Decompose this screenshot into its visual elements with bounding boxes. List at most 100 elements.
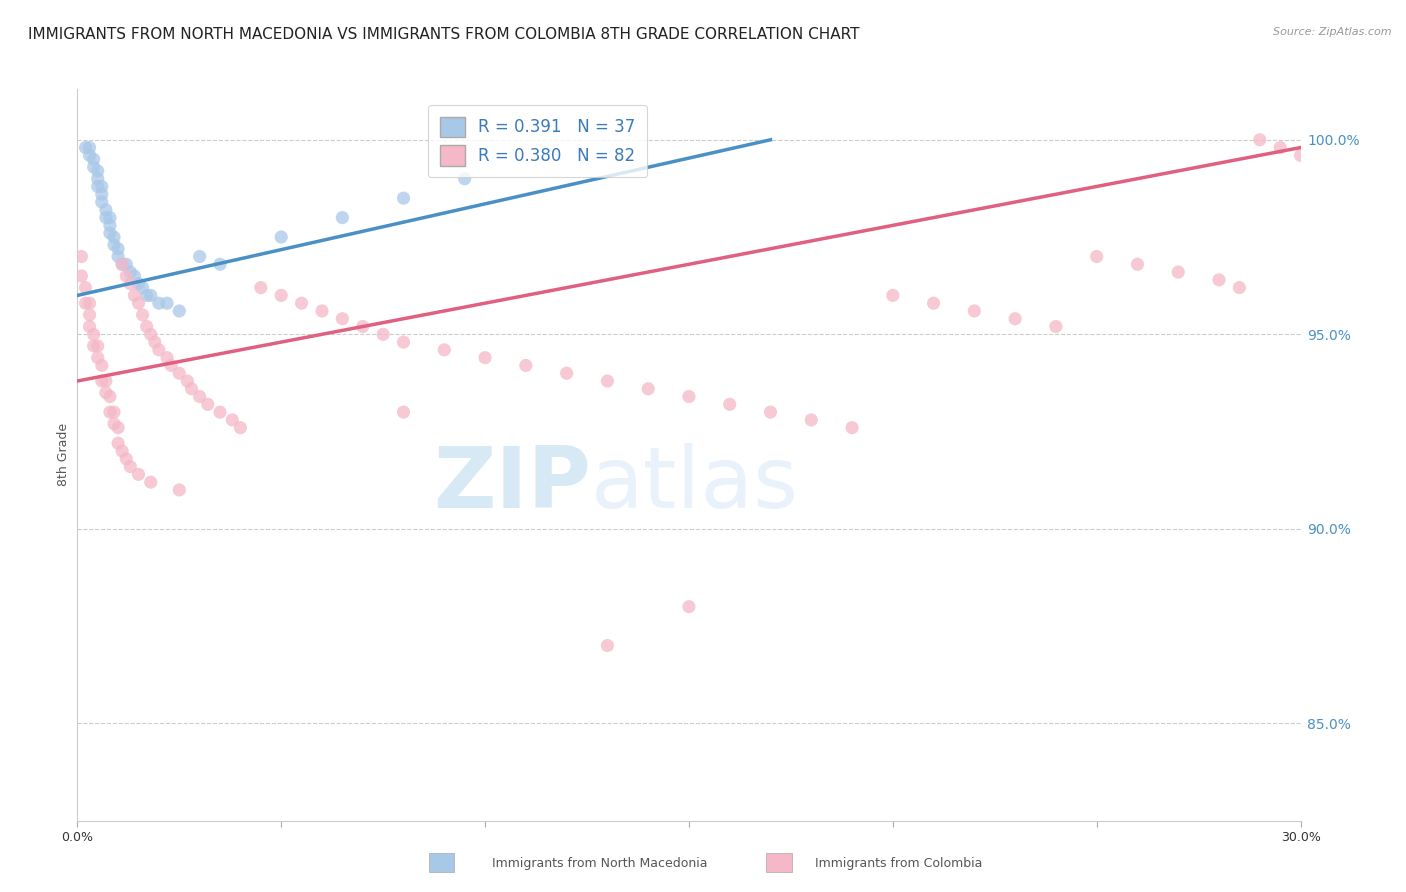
Point — [90, 374, 112, 388]
Point — [87, 179, 110, 194]
Point — [103, 405, 125, 419]
Point — [474, 351, 496, 365]
Point — [115, 451, 138, 466]
Point — [1085, 250, 1108, 264]
Text: IMMIGRANTS FROM NORTH MACEDONIA VS IMMIGRANTS FROM COLOMBIA 8TH GRADE CORRELATIO: IMMIGRANTS FROM NORTH MACEDONIA VS IMMIG… — [28, 27, 859, 42]
Point — [209, 405, 232, 419]
Point — [160, 359, 183, 373]
Point — [156, 351, 179, 365]
Point — [1126, 257, 1149, 271]
Point — [209, 257, 232, 271]
Point — [270, 288, 292, 302]
Point — [1289, 148, 1312, 162]
Text: Source: ZipAtlas.com: Source: ZipAtlas.com — [1274, 27, 1392, 37]
Point — [1208, 273, 1230, 287]
Point — [197, 397, 219, 411]
Point — [128, 467, 150, 482]
Point — [128, 296, 150, 310]
Legend: R = 0.391   N = 37, R = 0.380   N = 82: R = 0.391 N = 37, R = 0.380 N = 82 — [429, 105, 647, 178]
Point — [1249, 133, 1271, 147]
Point — [83, 339, 105, 353]
Point — [311, 304, 333, 318]
Point — [392, 335, 415, 350]
Point — [169, 483, 191, 497]
Point — [98, 219, 121, 233]
Point — [79, 319, 101, 334]
Point — [128, 277, 150, 291]
Point — [637, 382, 659, 396]
Point — [111, 444, 134, 458]
Point — [87, 339, 110, 353]
Point — [180, 382, 202, 396]
Point — [79, 308, 101, 322]
Point — [107, 250, 129, 264]
Point — [371, 327, 394, 342]
Point — [139, 475, 162, 490]
Point — [103, 237, 125, 252]
Point — [107, 420, 129, 434]
Point — [1045, 319, 1067, 334]
Point — [176, 374, 198, 388]
Point — [83, 327, 105, 342]
Point — [515, 359, 537, 373]
Point — [169, 366, 191, 380]
Text: Immigrants from Colombia: Immigrants from Colombia — [815, 856, 983, 870]
Point — [98, 226, 121, 240]
Point — [115, 257, 138, 271]
Point — [922, 296, 945, 310]
Point — [188, 390, 211, 404]
Point — [120, 277, 142, 291]
Point — [221, 413, 243, 427]
Point — [1167, 265, 1189, 279]
Point — [882, 288, 904, 302]
Point — [103, 417, 125, 431]
Point — [107, 436, 129, 450]
Point — [270, 230, 292, 244]
Point — [229, 420, 252, 434]
Point — [75, 280, 97, 294]
Point — [107, 242, 129, 256]
Point — [87, 164, 110, 178]
Point — [79, 140, 101, 154]
Point — [131, 280, 153, 294]
Point — [131, 308, 153, 322]
Point — [332, 311, 354, 326]
Point — [139, 288, 162, 302]
Point — [392, 405, 415, 419]
Point — [90, 179, 112, 194]
Point — [250, 280, 273, 294]
Point — [83, 153, 105, 167]
Point — [90, 359, 112, 373]
Point — [148, 296, 170, 310]
Point — [120, 265, 142, 279]
Point — [1004, 311, 1026, 326]
Point — [332, 211, 354, 225]
Point — [87, 351, 110, 365]
Point — [111, 257, 134, 271]
Point — [124, 268, 146, 283]
Point — [291, 296, 314, 310]
Point — [98, 390, 121, 404]
Point — [143, 335, 166, 350]
Point — [148, 343, 170, 357]
Point — [135, 319, 157, 334]
Point — [98, 405, 121, 419]
Point — [103, 230, 125, 244]
Point — [94, 211, 117, 225]
Point — [841, 420, 863, 434]
Point — [111, 257, 134, 271]
Point — [135, 288, 157, 302]
Point — [94, 385, 117, 400]
Point — [596, 639, 619, 653]
Point — [98, 211, 121, 225]
Point — [352, 319, 374, 334]
Text: ZIP: ZIP — [433, 442, 591, 525]
Point — [169, 304, 191, 318]
Point — [139, 327, 162, 342]
Point — [87, 171, 110, 186]
Point — [115, 268, 138, 283]
Point — [392, 191, 415, 205]
Point — [79, 148, 101, 162]
Point — [800, 413, 823, 427]
Y-axis label: 8th Grade: 8th Grade — [58, 424, 70, 486]
